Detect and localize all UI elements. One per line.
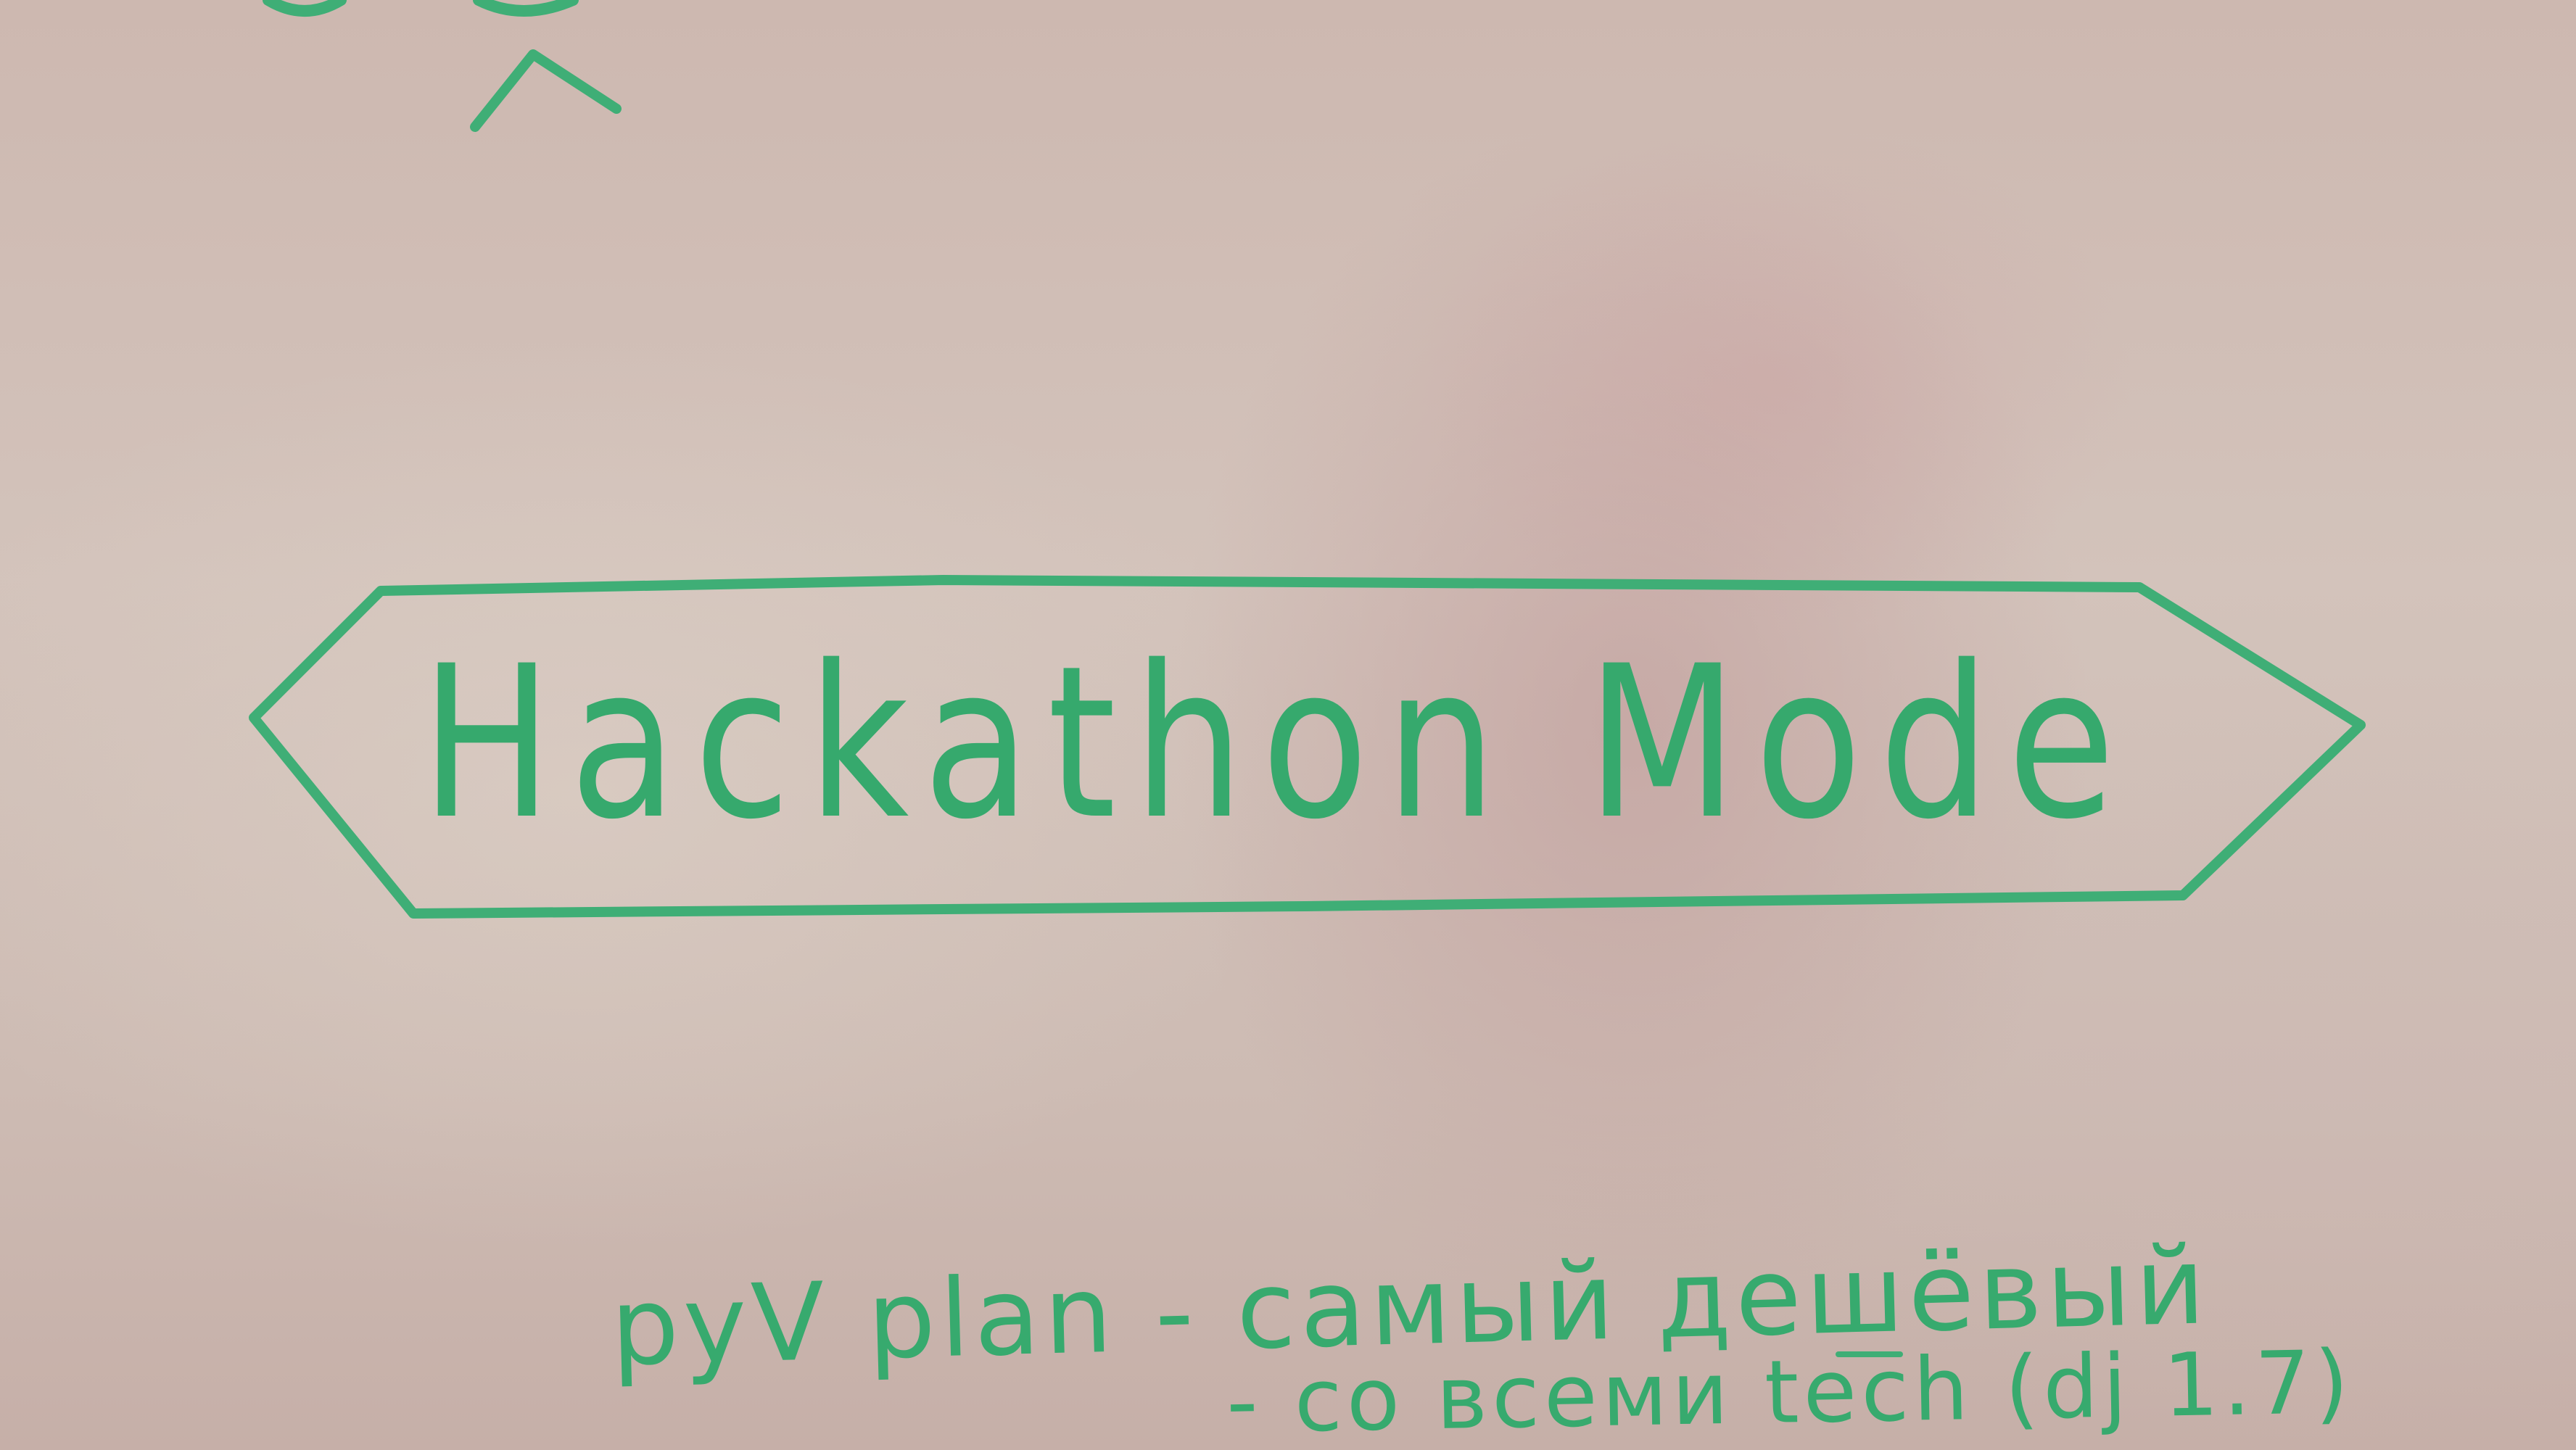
caret-mark	[470, 49, 622, 132]
title-text: Hackathon Mode	[421, 621, 2132, 866]
title-banner-frame	[249, 575, 2366, 919]
note-line-2: - со всеми tech (dj 1.7)	[1226, 1332, 2354, 1450]
partial-doodle	[263, 0, 579, 17]
